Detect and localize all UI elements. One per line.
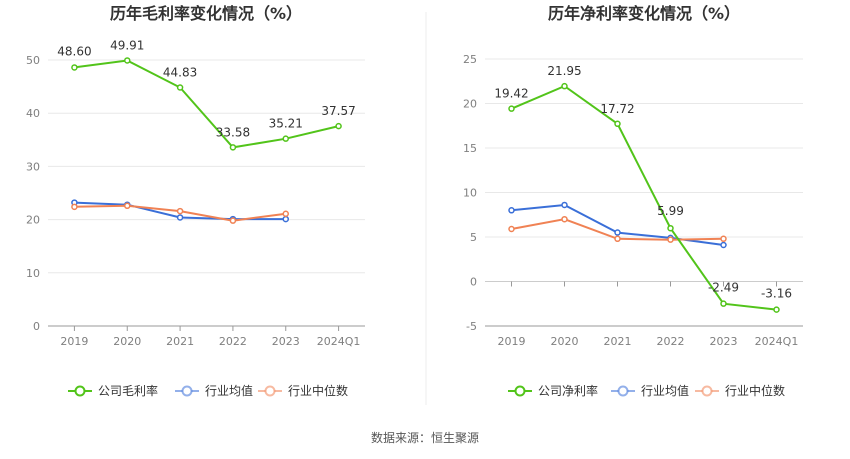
x-tick-label: 2024Q1: [755, 335, 799, 348]
x-tick-label: 2023: [272, 335, 300, 348]
legend-label: 行业均值: [205, 383, 253, 398]
data-point: [667, 224, 674, 232]
data-label: 5.99: [657, 204, 684, 218]
x-tick-label: 2022: [219, 335, 247, 348]
data-point: [561, 82, 568, 90]
legend-item-industry-average: 行业均值: [611, 383, 689, 398]
y-tick-label: 5: [470, 231, 477, 244]
data-point: [614, 120, 621, 128]
y-tick-label: 40: [26, 107, 40, 120]
data-label: 37.57: [321, 104, 355, 118]
x-tick-label: 2022: [657, 335, 685, 348]
data-point: [229, 217, 237, 224]
data-label: 35.21: [269, 117, 303, 131]
data-point: [335, 122, 342, 130]
data-point: [229, 144, 237, 151]
y-tick-label: 25: [463, 53, 477, 66]
data-label: 33.58: [216, 125, 250, 139]
data-label: 48.60: [57, 44, 91, 58]
legend-swatch-marker: [181, 385, 193, 397]
legend-swatch-marker: [74, 385, 86, 397]
y-tick-label: 30: [26, 160, 40, 173]
legend-item-company: 公司净利率: [508, 383, 598, 398]
data-point: [71, 203, 78, 211]
legend-label: 行业中位数: [288, 383, 348, 398]
x-tick-label: 2019: [498, 335, 526, 348]
y-tick-label: 20: [463, 98, 477, 111]
data-point: [71, 64, 78, 71]
data-point: [720, 241, 727, 249]
legend-label: 公司毛利率: [98, 383, 158, 398]
legend-label: 行业中位数: [725, 383, 785, 398]
data-point: [561, 201, 568, 209]
data-point: [614, 235, 621, 243]
data-label: 17.72: [600, 102, 634, 116]
net-margin-chart: 历年净利率变化情况（%） -5 0 5 10 15 20 25 2019 2020 2021 2022…: [463, 4, 803, 398]
data-point: [720, 300, 727, 307]
data-point: [124, 57, 131, 64]
data-point: [508, 225, 515, 233]
data-label: -2.49: [708, 281, 739, 295]
y-tick-label: -5: [466, 320, 477, 333]
x-tick-label: 2021: [604, 335, 632, 348]
x-tick-label: 2020: [551, 335, 579, 348]
data-label: -3.16: [761, 287, 792, 301]
legend-item-company: 公司毛利率: [68, 383, 158, 398]
legend-swatch-marker: [264, 385, 276, 397]
y-tick-label: 10: [26, 267, 40, 280]
data-point: [508, 207, 515, 214]
y-tick-label: 0: [470, 276, 477, 289]
x-tick-label: 2023: [710, 335, 738, 348]
data-point: [614, 229, 621, 236]
x-tick-label: 2020: [113, 335, 141, 348]
data-point: [561, 215, 568, 223]
data-label: 44.83: [163, 66, 197, 80]
legend-item-industry-median: 行业中位数: [695, 383, 785, 398]
data-label: 19.42: [494, 87, 528, 101]
data-point: [773, 306, 780, 313]
legend-swatch-marker: [514, 385, 526, 397]
data-point: [667, 236, 674, 243]
data-point: [176, 207, 184, 215]
x-tick-label: 2019: [60, 335, 88, 348]
data-point: [282, 215, 289, 223]
legend-item-industry-median: 行业中位数: [258, 383, 348, 398]
legend-label: 公司净利率: [538, 383, 598, 398]
gross-margin-chart: 历年毛利率变化情况（%） 0 10 20 30 40 50 2019 2020 2021 2022 2…: [26, 4, 365, 398]
chart-title: 历年毛利率变化情况（%）: [110, 4, 302, 23]
data-label: 21.95: [547, 64, 581, 78]
chart-title: 历年净利率变化情况（%）: [548, 4, 740, 23]
y-tick-label: 15: [463, 142, 477, 155]
data-point: [282, 135, 289, 142]
legend-label: 行业均值: [641, 383, 689, 398]
data-point: [720, 235, 727, 243]
y-tick-label: 0: [33, 320, 40, 333]
legend-swatch-marker: [701, 385, 713, 397]
data-point: [508, 105, 515, 112]
y-tick-label: 20: [26, 214, 40, 227]
data-point: [282, 210, 289, 217]
data-point: [176, 84, 184, 91]
data-label: 49.91: [110, 38, 144, 52]
x-tick-label: 2021: [166, 335, 194, 348]
legend-swatch-marker: [617, 385, 629, 397]
y-tick-label: 10: [463, 187, 477, 200]
series-line-company: [74, 59, 339, 149]
x-tick-label: 2024Q1: [317, 335, 361, 348]
source-label: 数据来源：恒生聚源: [371, 430, 479, 445]
series-line-company: [511, 84, 777, 311]
data-point: [176, 214, 184, 221]
data-point: [124, 202, 131, 210]
y-tick-label: 50: [26, 54, 40, 67]
legend-item-industry-average: 行业均值: [175, 383, 253, 398]
